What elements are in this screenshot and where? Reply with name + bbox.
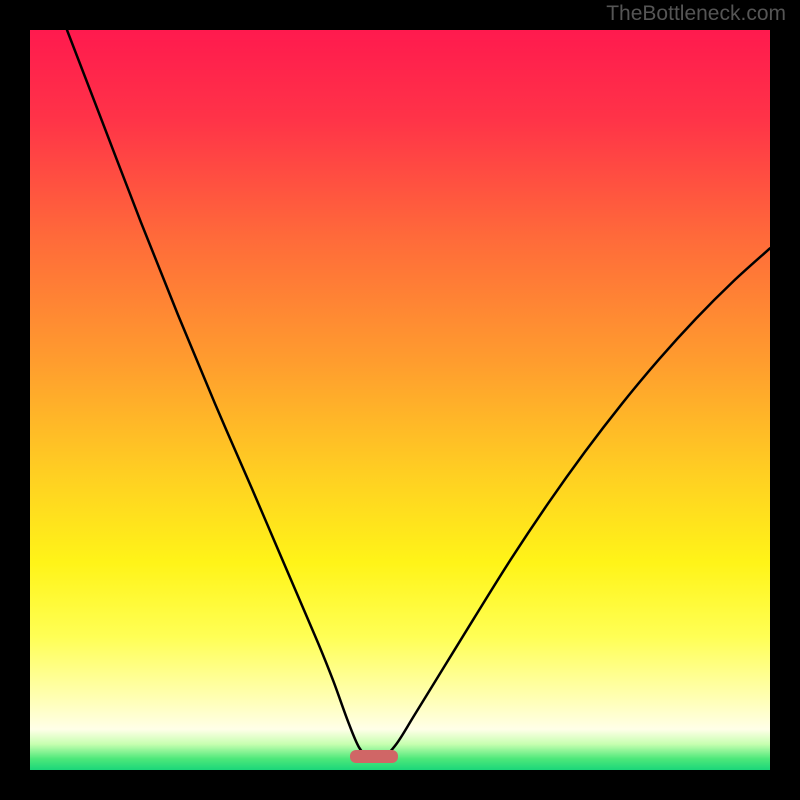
watermark-text: TheBottleneck.com: [606, 2, 786, 26]
bottleneck-curve: [30, 30, 770, 770]
optimum-marker: [350, 750, 398, 763]
chart-container: TheBottleneck.com: [0, 0, 800, 800]
plot-area: [30, 30, 770, 770]
